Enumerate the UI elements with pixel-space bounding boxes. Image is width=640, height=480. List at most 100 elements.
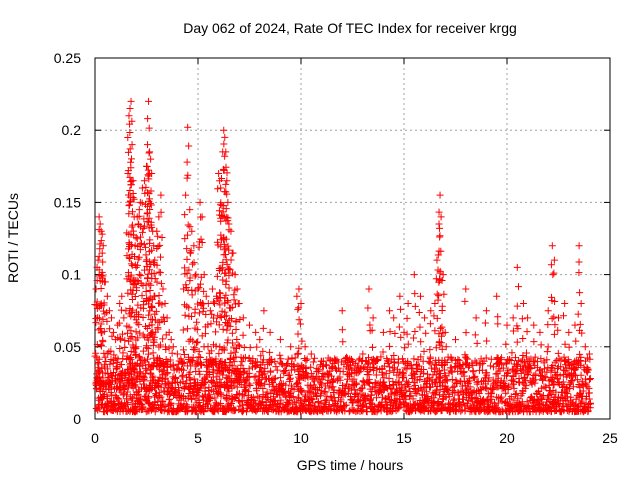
baseline-point <box>402 386 410 394</box>
baseline-point <box>347 386 355 394</box>
data-point <box>432 344 440 352</box>
data-point <box>229 249 237 257</box>
baseline-point <box>360 381 368 389</box>
data-point <box>550 313 558 321</box>
data-point <box>96 220 104 228</box>
data-point <box>295 285 303 293</box>
data-point <box>210 298 218 306</box>
data-point <box>200 287 208 295</box>
data-point <box>359 377 367 385</box>
baseline-point <box>238 358 246 366</box>
baseline-point <box>235 406 243 414</box>
data-point <box>530 338 538 346</box>
data-point <box>103 350 111 358</box>
data-point <box>156 241 164 249</box>
baseline-point <box>505 382 513 390</box>
data-point <box>509 327 517 335</box>
data-point <box>186 368 194 376</box>
baseline-point <box>277 396 285 404</box>
data-point <box>389 364 397 372</box>
data-point <box>405 383 413 391</box>
data-point <box>293 292 301 300</box>
data-point <box>240 343 248 351</box>
data-point <box>139 380 147 388</box>
data-point <box>365 285 373 293</box>
data-point <box>462 285 470 293</box>
baseline-point <box>569 383 577 391</box>
data-point <box>221 312 229 320</box>
baseline-point <box>309 358 317 366</box>
data-point <box>217 211 225 219</box>
baseline-point <box>447 354 455 362</box>
data-point <box>127 368 135 376</box>
data-point <box>435 208 443 216</box>
data-point <box>222 291 230 299</box>
baseline-point <box>144 394 152 402</box>
data-point <box>220 240 228 248</box>
baseline-point <box>471 357 479 365</box>
data-point <box>120 314 128 322</box>
data-point <box>437 213 445 221</box>
data-point <box>127 158 135 166</box>
baseline-point <box>240 392 248 400</box>
data-point <box>134 255 142 263</box>
baseline-point <box>394 359 402 367</box>
baseline-point <box>477 386 485 394</box>
data-point <box>433 256 441 264</box>
y-tick-label: 0 <box>73 411 81 427</box>
data-point <box>227 256 235 264</box>
data-point <box>198 299 206 307</box>
baseline-point <box>568 377 576 385</box>
data-point <box>286 371 294 379</box>
data-point <box>143 344 151 352</box>
data-point <box>98 268 106 276</box>
baseline-point <box>560 353 568 361</box>
data-point <box>145 149 153 157</box>
data-point <box>338 326 346 334</box>
data-point <box>404 361 412 369</box>
data-point <box>421 314 429 322</box>
data-point <box>96 325 104 333</box>
data-point <box>523 328 531 336</box>
data-point <box>197 235 205 243</box>
data-point <box>216 201 224 209</box>
data-point <box>91 352 99 360</box>
data-point <box>221 365 229 373</box>
data-point <box>519 335 527 343</box>
baseline-point <box>240 368 248 376</box>
data-point <box>431 299 439 307</box>
data-point <box>147 155 155 163</box>
data-point <box>178 373 186 381</box>
x-tick-label: 0 <box>91 430 99 446</box>
data-point <box>139 314 147 321</box>
data-point <box>210 366 218 374</box>
baseline-point <box>145 400 153 408</box>
baseline-point <box>352 380 360 388</box>
data-point <box>365 379 373 387</box>
y-tick-label: 0.15 <box>54 194 81 210</box>
baseline-point <box>585 389 593 397</box>
data-point <box>512 360 520 368</box>
data-point <box>435 292 443 300</box>
baseline-point <box>384 359 392 367</box>
data-point <box>519 299 527 307</box>
data-point <box>135 362 143 370</box>
baseline-point <box>140 374 148 382</box>
data-point <box>426 320 434 328</box>
data-point <box>536 328 544 336</box>
data-point <box>182 284 190 292</box>
data-point <box>520 380 528 388</box>
data-point <box>131 361 139 369</box>
data-point <box>101 310 109 318</box>
data-point <box>452 336 459 344</box>
data-point <box>550 330 558 338</box>
baseline-point <box>216 375 224 383</box>
data-point <box>125 112 133 120</box>
baseline-point <box>286 377 294 385</box>
data-point <box>236 378 244 386</box>
baseline-point <box>498 397 506 405</box>
data-point <box>154 383 162 391</box>
data-point <box>288 360 296 368</box>
data-point <box>481 319 489 327</box>
data-point <box>404 340 412 348</box>
